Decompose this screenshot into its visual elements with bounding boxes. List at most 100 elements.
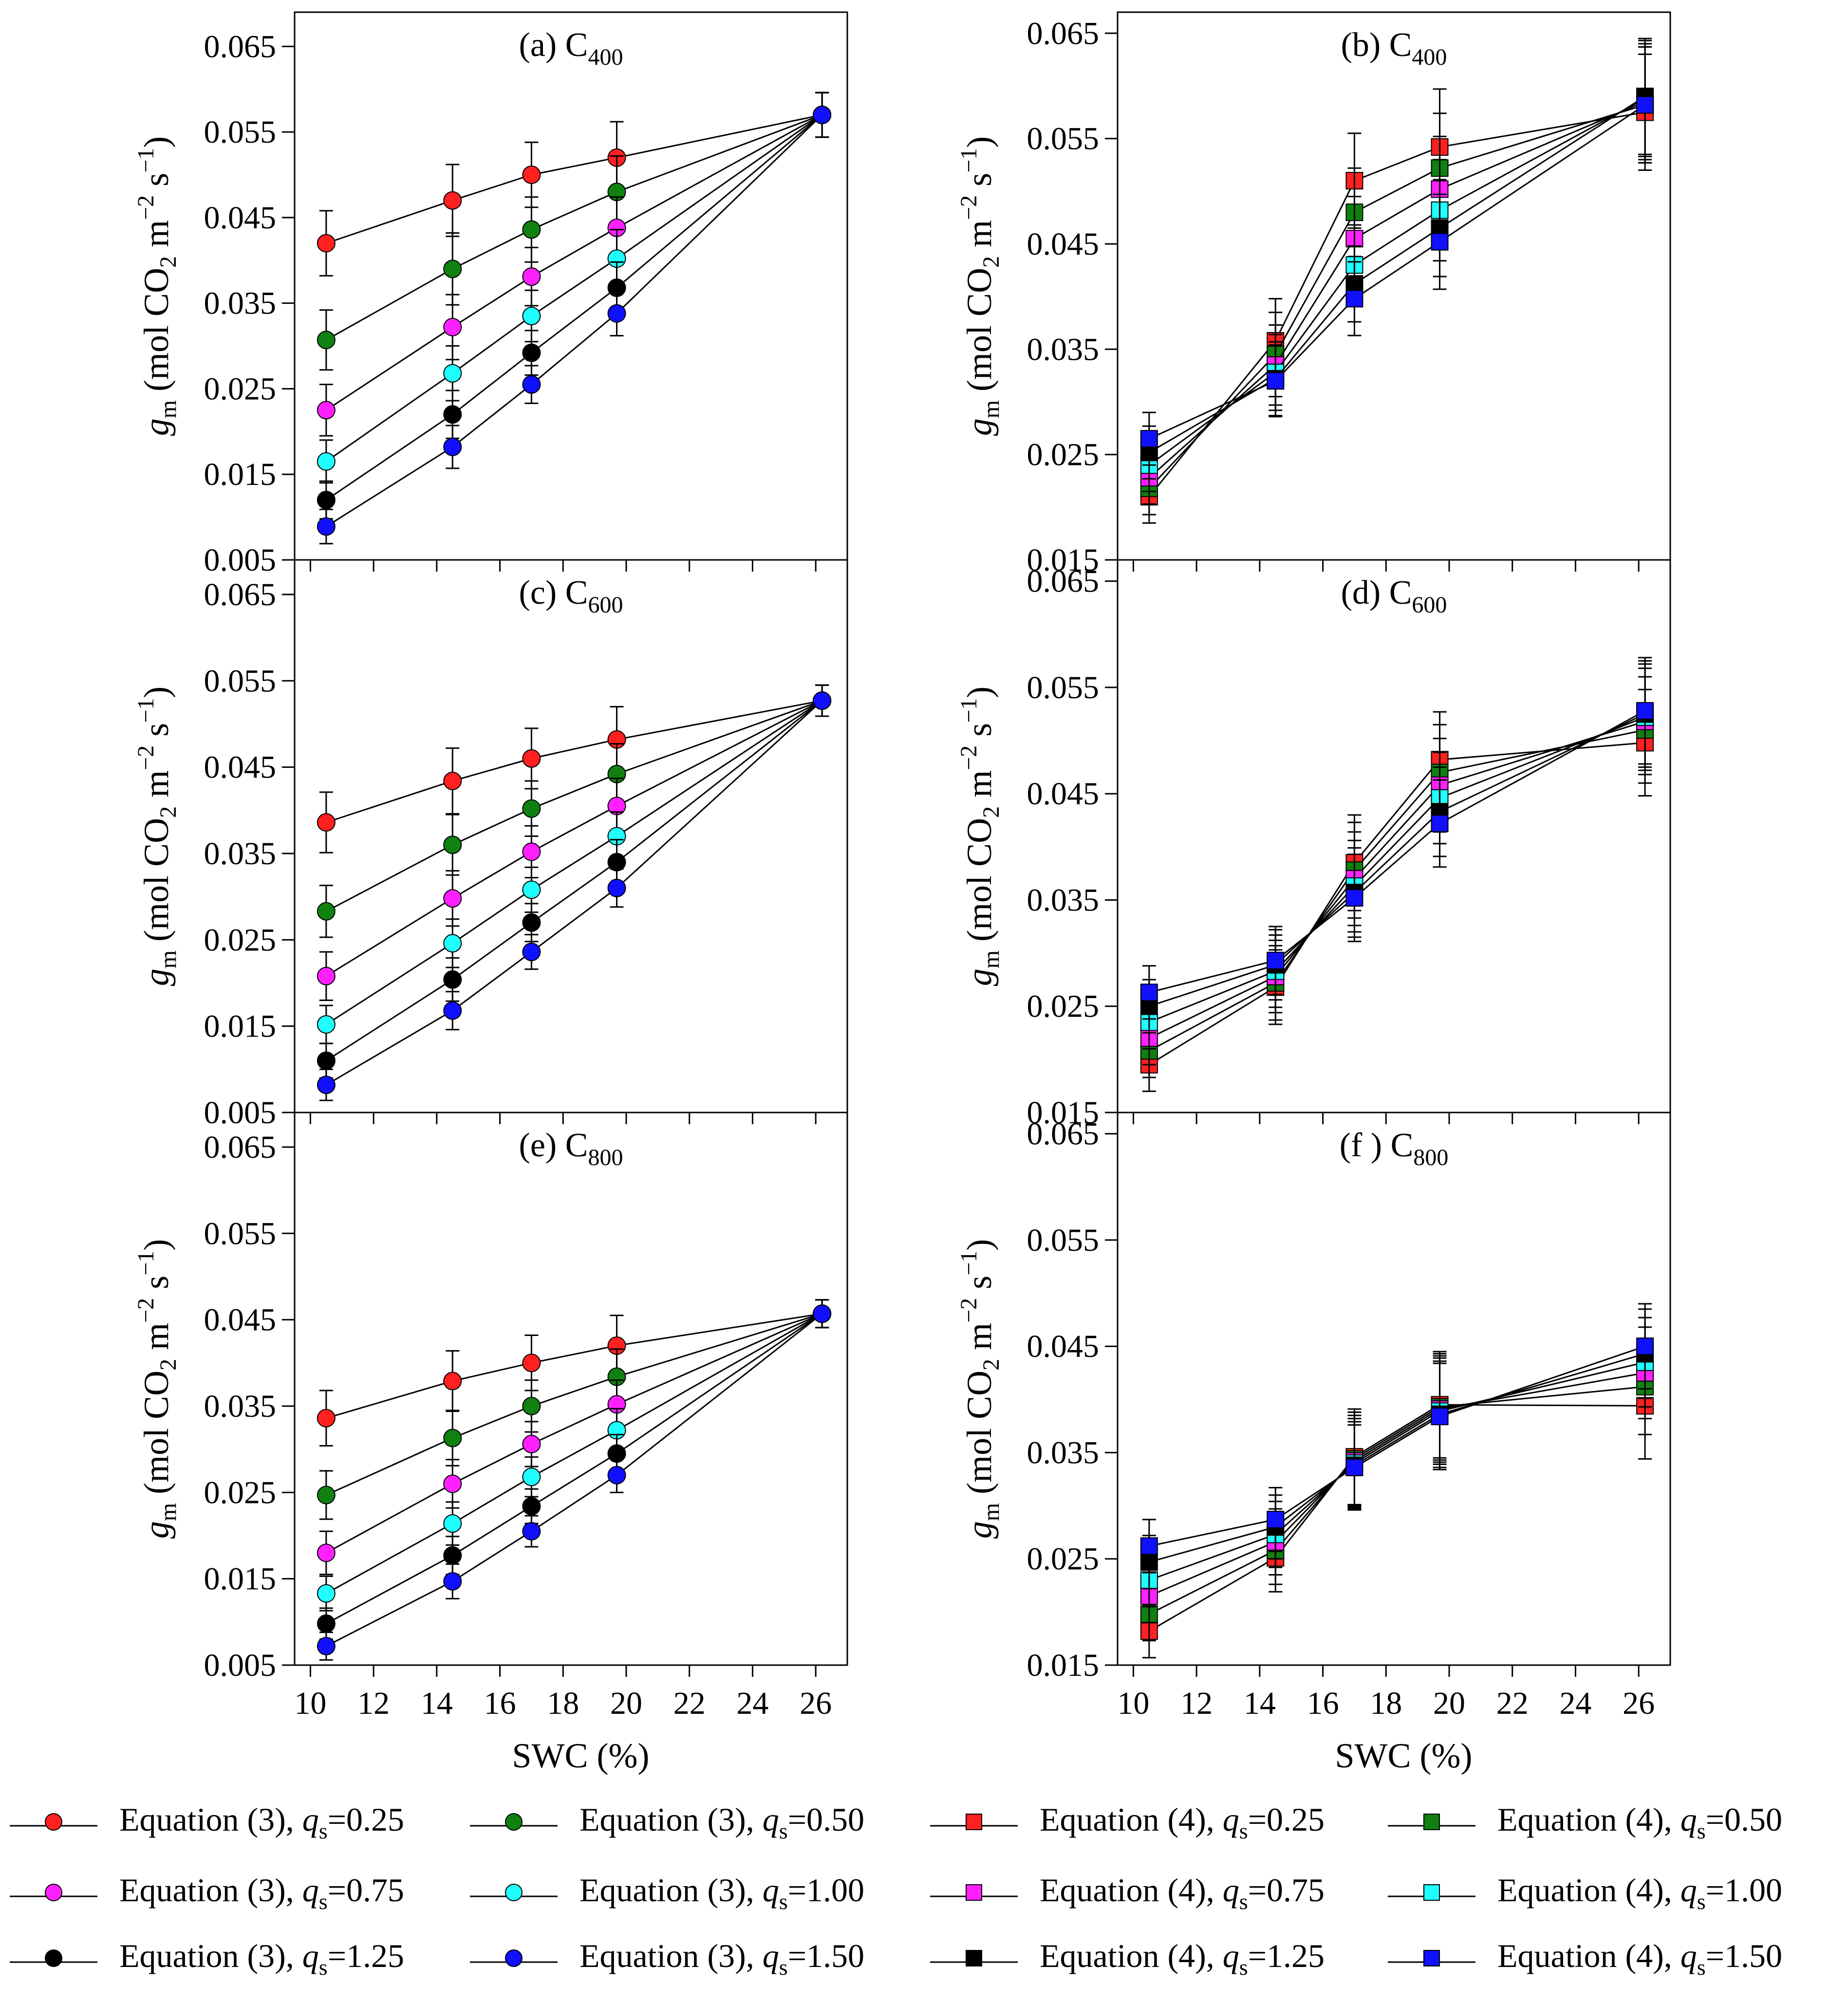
- data-point: [443, 1428, 462, 1447]
- data-point: [522, 913, 541, 932]
- data-point: [522, 880, 541, 899]
- series-qs_1.25: [317, 684, 832, 1079]
- data-point: [522, 1354, 541, 1372]
- x-tick-label: 20: [610, 1686, 642, 1721]
- data-point: [522, 1522, 541, 1541]
- y-tick-label: 0.045: [204, 750, 277, 785]
- data-point: [443, 772, 462, 790]
- series-line: [1148, 98, 1645, 466]
- legend-entry: Equation (3), qs=0.25: [10, 1801, 404, 1843]
- data-point: [1267, 951, 1285, 969]
- y-tick-label: 0.055: [204, 114, 277, 150]
- legend-entry: Equation (4), qs=1.00: [1388, 1872, 1782, 1914]
- x-tick-label: 14: [1244, 1686, 1276, 1721]
- legend-marker: [505, 1884, 523, 1901]
- legend-label: Equation (4), qs=0.50: [1497, 1801, 1782, 1843]
- legend-marker: [45, 1813, 62, 1831]
- x-tick-label: 16: [1307, 1686, 1339, 1721]
- legend-label: Equation (4), qs=1.00: [1497, 1872, 1782, 1914]
- series-line: [1149, 729, 1645, 1052]
- y-tick-label: 0.015: [204, 1009, 277, 1044]
- series-qs_1.00: [1140, 663, 1654, 1050]
- data-point: [813, 691, 832, 710]
- data-point: [317, 902, 336, 921]
- data-point: [317, 331, 336, 350]
- data-point: [317, 1076, 336, 1094]
- series-qs_1.25: [1140, 660, 1654, 1034]
- y-tick-label: 0.035: [204, 286, 277, 321]
- x-axis-title: SWC (%): [512, 1736, 650, 1775]
- data-point: [443, 405, 462, 424]
- legend-label: Equation (3), qs=0.50: [579, 1801, 864, 1843]
- x-tick-label: 24: [1559, 1686, 1591, 1721]
- series-qs_1.00: [1140, 1317, 1654, 1608]
- y-tick-label: 0.015: [204, 457, 277, 492]
- series-qs_1.50: [317, 1299, 832, 1661]
- series-qs_1.00: [317, 684, 832, 1044]
- series-qs_0.50: [317, 92, 832, 371]
- series-line: [326, 700, 822, 977]
- y-tick-label: 0.055: [204, 663, 277, 699]
- data-point: [1345, 889, 1363, 907]
- data-point: [443, 364, 462, 383]
- data-point: [443, 1474, 462, 1493]
- legend-label: Equation (4), qs=1.50: [1497, 1937, 1782, 1980]
- x-tick-label: 10: [1117, 1686, 1149, 1721]
- data-point: [317, 401, 336, 420]
- series-qs_0.25: [1140, 54, 1654, 524]
- panel-f: 0.015 0.025 0.035 0.045 0.055 0.065 10 12 14 16 18…: [956, 1112, 1671, 1775]
- legend-entry: Equation (4), qs=0.25: [930, 1801, 1325, 1843]
- data-point: [607, 1465, 626, 1484]
- x-tick-label: 12: [357, 1686, 390, 1721]
- y-axis-title: gm (mol CO2 m−2 s−1): [956, 136, 1004, 436]
- legend-marker: [1423, 1814, 1440, 1830]
- data-point: [1140, 1537, 1158, 1555]
- x-tick-label: 26: [1623, 1686, 1655, 1721]
- y-tick-label: 0.065: [204, 577, 277, 612]
- y-tick-label: 0.025: [1027, 437, 1100, 473]
- data-point: [522, 375, 541, 394]
- x-tick-label: 18: [1370, 1686, 1402, 1721]
- series-qs_1.50: [1140, 46, 1654, 466]
- data-point: [1140, 430, 1158, 448]
- legend-entry: Equation (4), qs=0.75: [930, 1872, 1325, 1914]
- data-point: [1636, 1337, 1654, 1355]
- legend-label: Equation (3), qs=1.50: [579, 1937, 864, 1980]
- series-qs_0.75: [1140, 43, 1654, 505]
- data-point: [443, 934, 462, 953]
- series-line: [326, 700, 823, 1061]
- y-tick-label: 0.045: [1027, 776, 1100, 812]
- data-point: [522, 1467, 541, 1486]
- y-tick-label: 0.055: [1027, 121, 1100, 157]
- series-line: [326, 1313, 822, 1419]
- data-point: [522, 220, 541, 239]
- data-point: [443, 1572, 462, 1591]
- series-line: [326, 700, 822, 823]
- plot-frame: [294, 559, 848, 1113]
- legend-marker: [1423, 1884, 1440, 1901]
- y-tick-label: 0.045: [204, 200, 277, 236]
- y-tick-label: 0.005: [204, 1648, 277, 1683]
- x-tick-label: 14: [421, 1686, 453, 1721]
- legend-label: Equation (4), qs=0.25: [1040, 1801, 1325, 1843]
- series-line: [326, 114, 822, 341]
- data-point: [522, 307, 541, 326]
- panel-title: (c) C600: [519, 574, 623, 618]
- panel-e: 0.005 0.015 0.025 0.035 0.045 0.055 0.065 10 12 1…: [133, 1112, 848, 1775]
- legend-label: Equation (4), qs=0.75: [1040, 1872, 1325, 1914]
- data-point: [522, 1396, 541, 1415]
- data-point: [1636, 702, 1654, 720]
- series-qs_0.25: [317, 92, 832, 277]
- legend-label: Equation (3), qs=0.25: [119, 1801, 404, 1843]
- data-point: [607, 304, 626, 323]
- panels-group: 0.005 0.015 0.025 0.035 0.045 0.055 0.065 (a) C…: [133, 11, 1671, 1775]
- y-axis-title: gm (mol CO2 m−2 s−1): [133, 1239, 181, 1539]
- legend-label: Equation (4), qs=1.25: [1040, 1937, 1325, 1980]
- x-tick-label: 18: [547, 1686, 579, 1721]
- data-point: [317, 1584, 336, 1603]
- data-point: [813, 105, 832, 124]
- panel-c: 0.005 0.015 0.025 0.035 0.045 0.055 0.065 (c) C…: [133, 559, 848, 1131]
- data-point: [317, 813, 336, 832]
- series-line: [326, 114, 822, 244]
- legend-label: Equation (3), qs=0.75: [119, 1872, 404, 1914]
